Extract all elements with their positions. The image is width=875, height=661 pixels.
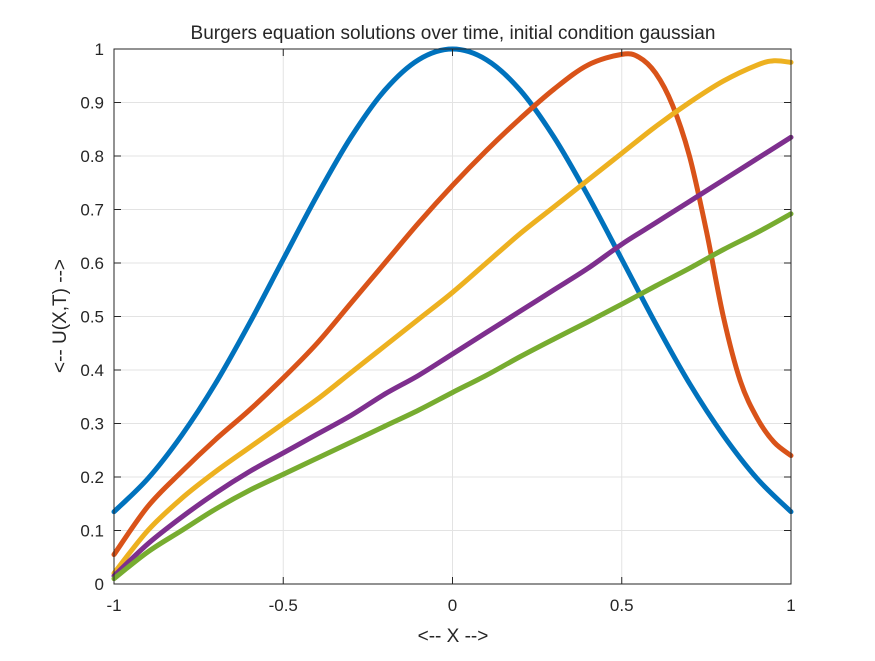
x-tick-label: 1: [786, 596, 795, 615]
y-tick-label: 0: [95, 575, 104, 594]
x-tick-labels: -1 -0.5 0 0.5 1: [106, 596, 795, 615]
series-line-3: [111, 58, 794, 576]
x-tick-label: 0: [448, 596, 457, 615]
y-tick-label: 0.8: [80, 147, 104, 166]
chart-title: Burgers equation solutions over time, in…: [191, 23, 716, 44]
y-tick-label: 0.4: [80, 361, 104, 380]
y-tick-labels: 0 0.1 0.2 0.3 0.4 0.5 0.6 0.7 0.8 0.9 1: [80, 40, 104, 594]
series-line-5: [111, 211, 794, 582]
series-line-2: [111, 51, 794, 558]
y-tick-label: 1: [95, 40, 104, 59]
x-axis-label: <-- X -->: [418, 626, 489, 647]
y-tick-label: 0.6: [80, 254, 104, 273]
y-tick-label: 0.5: [80, 308, 104, 327]
x-tick-label: -0.5: [269, 596, 298, 615]
y-tick-label: 0.1: [80, 522, 104, 541]
y-axis-label: <-- U(X,T) -->: [50, 259, 71, 373]
x-tick-label: -1: [106, 596, 121, 615]
y-tick-label: 0.2: [80, 468, 104, 487]
y-tick-label: 0.3: [80, 415, 104, 434]
series-line-4: [111, 134, 794, 579]
y-tick-label: 0.9: [80, 94, 104, 113]
y-tick-label: 0.7: [80, 201, 104, 220]
x-tick-label: 0.5: [610, 596, 634, 615]
axis-ticks: [113, 48, 792, 585]
grid-lines: [113, 48, 792, 585]
